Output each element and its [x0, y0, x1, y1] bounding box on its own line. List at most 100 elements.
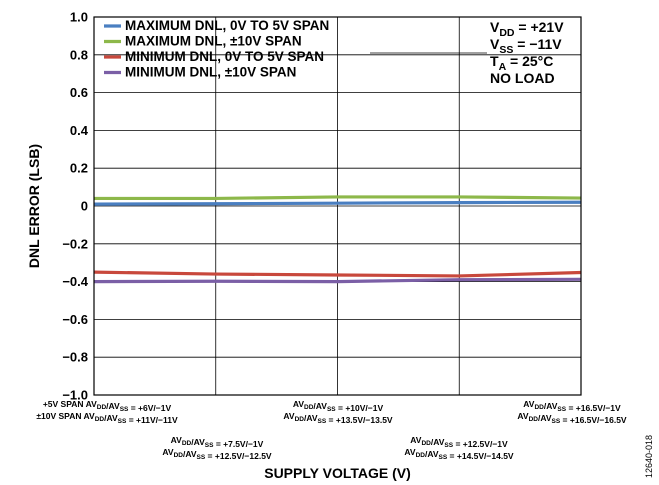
subscript: SS — [120, 406, 129, 413]
subscript: DD — [416, 452, 426, 459]
subscript: SS — [557, 406, 566, 413]
label-segment: /AV — [106, 401, 120, 411]
label-segment: /AV — [538, 413, 552, 423]
y-tick-label: 1.0 — [70, 10, 88, 25]
y-tick-label: 0.8 — [70, 47, 88, 62]
condition-subscript: A — [499, 61, 507, 73]
label-segment: /AV — [191, 437, 205, 447]
label-segment: = +13.5V/−13.5V — [326, 415, 393, 425]
subscript: SS — [552, 418, 561, 425]
subscript: SS — [318, 418, 327, 425]
label-segment: /AV — [313, 401, 327, 411]
condition-value: = 25°C — [506, 53, 553, 69]
subscript: DD — [174, 452, 184, 459]
label-segment: AV — [523, 399, 535, 409]
label-segment: /AV — [104, 413, 118, 423]
x-axis-title: SUPPLY VOLTAGE (V) — [264, 465, 411, 481]
y-axis-title: DNL ERROR (LSB) — [26, 144, 42, 268]
label-segment: /AV — [544, 401, 558, 411]
subscript: DD — [95, 416, 105, 423]
subscript: DD — [534, 404, 544, 411]
subscript: SS — [327, 406, 336, 413]
condition-symbol: V — [490, 36, 500, 52]
label-segment: AV — [283, 411, 295, 421]
y-tick-labels: 1.0 0.8 0.6 0.4 0.2 0 −0.2 −0.4 −0.6 −0.8 −1.0 — [62, 10, 88, 403]
label-segment: = +12.5V/−12.5V — [205, 451, 272, 461]
subscript: DD — [421, 440, 431, 447]
label-segment: ±10V SPAN AV — [36, 411, 95, 421]
x-category-label: ±10V SPAN AVDD/AVSS = +11V/−11V — [36, 411, 178, 425]
label-segment: +5V SPAN AV — [43, 399, 97, 409]
label-segment: = +6V/−1V — [128, 403, 171, 413]
label-segment: AV — [162, 447, 174, 457]
y-tick-label: −1.0 — [62, 388, 88, 403]
label-segment: /AV — [304, 413, 318, 423]
legend-label: MINIMUM DNL, ±10V SPAN — [125, 65, 296, 80]
series-lines — [93, 195, 582, 284]
x-category-label: AVDD/AVSS = +16.5V/−1V — [523, 399, 621, 413]
condition-line: NO LOAD — [490, 70, 555, 86]
label-segment: = +14.5V/−14.5V — [447, 451, 514, 461]
subscript: DD — [182, 440, 192, 447]
y-tick-label: −0.6 — [62, 312, 88, 327]
label-segment: AV — [517, 411, 529, 421]
label-segment: AV — [404, 447, 416, 457]
x-category-label: AVDD/AVSS = +7.5V/−1V — [171, 435, 264, 449]
series-line — [94, 195, 582, 201]
condition-subscript: SS — [499, 44, 513, 56]
x-category-labels: +5V SPAN AVDD/AVSS = +6V/−1V±10V SPAN AV… — [36, 399, 627, 461]
condition-line: VSS = −11V — [490, 36, 562, 56]
subscript: SS — [205, 442, 214, 449]
label-segment: /AV — [183, 449, 197, 459]
label-segment: = +16.5V/−16.5V — [560, 415, 627, 425]
label-segment: AV — [171, 435, 183, 445]
series-line — [93, 200, 582, 206]
label-segment: /AV — [431, 437, 445, 447]
x-category-label: AVDD/AVSS = +16.5V/−16.5V — [517, 411, 627, 425]
label-segment: = +11V/−11V — [126, 415, 178, 425]
y-tick-label: 0.6 — [70, 85, 88, 100]
condition-subscript: DD — [499, 27, 515, 39]
x-category-label: AVDD/AVSS = +10V/−1V — [293, 399, 384, 413]
y-tick-label: −0.2 — [62, 236, 88, 251]
subscript: DD — [97, 404, 107, 411]
condition-symbol: NO LOAD — [490, 70, 555, 86]
label-segment: = +16.5V/−1V — [566, 403, 621, 413]
label-segment: = +7.5V/−1V — [213, 439, 263, 449]
condition-symbol: T — [490, 53, 499, 69]
x-category-label: AVDD/AVSS = +14.5V/−14.5V — [404, 447, 514, 461]
condition-symbol: V — [490, 19, 500, 35]
y-tick-label: −0.4 — [62, 274, 88, 289]
y-tick-label: 0.4 — [70, 123, 89, 138]
series-line — [93, 277, 582, 284]
x-category-label: AVDD/AVSS = +12.5V/−1V — [410, 435, 508, 449]
subscript: SS — [439, 454, 448, 461]
condition-value: = +21V — [515, 19, 565, 35]
x-category-label: AVDD/AVSS = +13.5V/−13.5V — [283, 411, 393, 425]
condition-line: VDD = +21V — [490, 19, 564, 39]
label-segment: /AV — [425, 449, 439, 459]
legend-label: MINIMUM DNL, 0V TO 5V SPAN — [125, 49, 324, 64]
subscript: DD — [295, 416, 305, 423]
subscript: SS — [197, 454, 206, 461]
y-tick-label: −0.8 — [62, 350, 88, 365]
condition-line: TA = 25°C — [490, 53, 553, 73]
subscript: SS — [118, 418, 127, 425]
series-line — [93, 270, 582, 278]
label-segment: = +12.5V/−1V — [453, 439, 508, 449]
condition-value: = −11V — [513, 36, 562, 52]
y-tick-label: 0 — [81, 199, 88, 214]
label-segment: = +10V/−1V — [336, 403, 384, 413]
subscript: DD — [529, 416, 539, 423]
plot-frame — [93, 16, 582, 396]
label-segment: AV — [293, 399, 305, 409]
legend-label: MAXIMUM DNL, ±10V SPAN — [125, 34, 302, 49]
figure-id: 12640-018 — [644, 435, 654, 478]
subscript: SS — [444, 442, 453, 449]
x-category-label: +5V SPAN AVDD/AVSS = +6V/−1V — [43, 399, 172, 413]
y-tick-label: 0.2 — [70, 161, 88, 176]
x-category-label: AVDD/AVSS = +12.5V/−12.5V — [162, 447, 272, 461]
